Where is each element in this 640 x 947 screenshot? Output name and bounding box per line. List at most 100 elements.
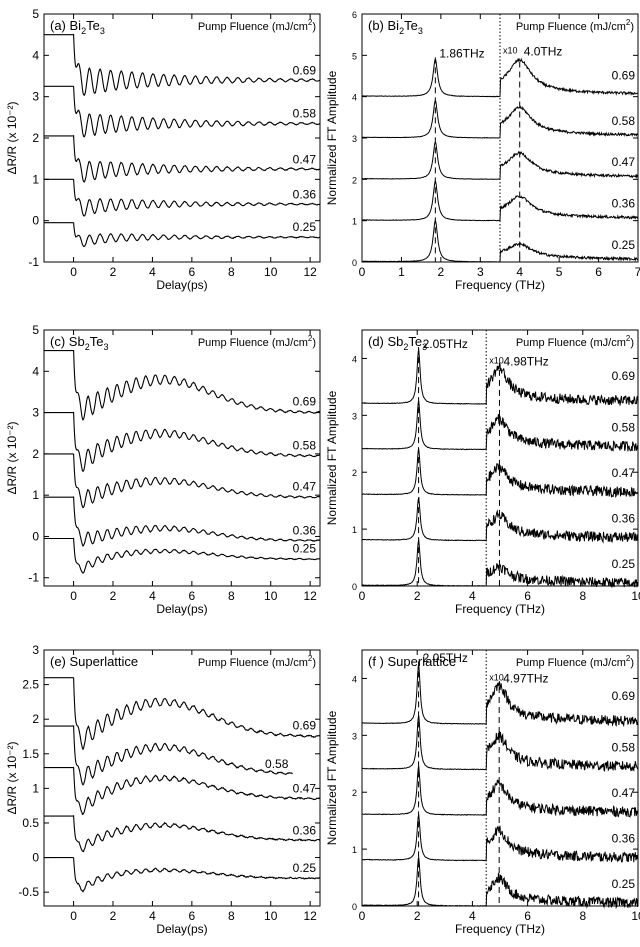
series-line (44, 766, 321, 815)
series-label: 0.47 (612, 155, 636, 169)
x-tick-label: 0 (359, 909, 366, 923)
series-line (44, 411, 320, 473)
x-tick-label: 12 (303, 589, 317, 603)
panel-material: Te (404, 18, 418, 33)
x-tick-label: 0 (70, 265, 77, 279)
series-line (44, 496, 320, 548)
x-tick-label: 4 (516, 265, 523, 279)
pump-fluence-text: Pump Fluence (mJ/cm (198, 657, 308, 669)
pump-fluence-close: ) (312, 337, 316, 349)
scale-label: x10 (503, 46, 518, 56)
y-tick-label: 1 (352, 217, 357, 227)
panel-d: 024681001234Frequency (THz)Normalized FT… (325, 329, 640, 616)
series-line (361, 663, 639, 728)
y-tick-label: -1 (28, 571, 39, 585)
y-tick-label: 6 (352, 10, 357, 20)
x-tick-label: 12 (303, 265, 317, 279)
series-label: 0.36 (293, 523, 317, 537)
pump-fluence-label: Pump Fluence (mJ/cm2) (516, 18, 634, 33)
y-tick-label: 0 (352, 902, 357, 912)
x-tick-label: 0 (70, 589, 77, 603)
x-tick-label: 6 (189, 265, 196, 279)
y-tick-label: 1.5 (22, 747, 39, 761)
y-tick-label: 1 (32, 172, 39, 186)
series-line (361, 765, 639, 818)
panel-title: (d) Sb2Te3 (368, 334, 427, 352)
panel-subscript: 2 (403, 342, 408, 352)
x-tick-label: 0 (359, 589, 366, 603)
panel-tag: (d) (368, 334, 388, 349)
peak2-label: 4.97THz (503, 672, 548, 686)
x-axis-label: Frequency (THz) (455, 278, 545, 292)
x-tick-label: 4 (149, 589, 156, 603)
y-tick-label: 2 (352, 175, 357, 185)
y-tick-label: 2 (32, 712, 39, 726)
panel-b: 0 1 2 3 4 5 6 7 0 1 2 3 4 5 6 Frequency (THz) Normalized… (325, 10, 640, 292)
plot-frame (43, 329, 321, 587)
panel-title: (a) Bi2Te3 (50, 18, 105, 36)
series-label: 0.25 (293, 861, 317, 875)
panel-material: Sb (69, 334, 85, 349)
panel-f: 024681001234Frequency (THz)Normalized FT… (325, 649, 640, 936)
y-tick-label: 3 (32, 643, 39, 657)
series-label: 0.47 (612, 466, 636, 480)
series-line (361, 179, 639, 222)
y-axis-label: Normalized FT Amplitude (325, 390, 339, 525)
series-line (361, 400, 639, 452)
x-tick-label: 4 (149, 909, 156, 923)
x-tick-label: 12 (303, 909, 317, 923)
y-tick-label: 0 (32, 851, 39, 865)
panel-material: Bi (70, 18, 82, 33)
x-tick-label: 8 (228, 909, 235, 923)
x-tick-label: 2 (414, 589, 421, 603)
peak2-label: 4.0THz (524, 45, 563, 59)
peak2-label: 4.98THz (503, 355, 548, 369)
series-line (361, 856, 639, 910)
pump-fluence-sup: 2 (626, 654, 631, 663)
series-label: 0.69 (612, 369, 636, 383)
x-tick-label: 10 (264, 909, 278, 923)
pump-fluence-label: Pump Fluence (mJ/cm2) (198, 18, 316, 33)
x-tick-label: 10 (264, 589, 278, 603)
series-label: 0.47 (293, 782, 317, 796)
y-tick-label: 4 (352, 93, 357, 103)
x-tick-label: 3 (477, 265, 484, 279)
series-line (44, 222, 320, 247)
series-line (44, 677, 320, 751)
series-line (44, 178, 320, 217)
series-line (361, 538, 639, 588)
y-tick-label: 2 (352, 468, 357, 478)
peak1-label: 2.05THz (423, 337, 468, 351)
x-tick-label: 2 (414, 909, 421, 923)
series-line (44, 350, 320, 421)
pump-fluence-label: Pump Fluence (mJ/cm2) (198, 334, 316, 349)
y-tick-label: 4 (352, 354, 357, 364)
y-tick-label: 0 (32, 214, 39, 228)
y-tick-label: -0.5 (18, 885, 39, 899)
y-tick-label: 1 (32, 488, 39, 502)
series-label: 0.58 (293, 107, 317, 121)
pump-fluence-close: ) (630, 657, 634, 669)
x-axis-label: Frequency (THz) (455, 922, 545, 936)
panel-subscript: 2 (81, 26, 86, 36)
x-tick-label: 6 (189, 589, 196, 603)
peak1-label: 2.05THz (423, 651, 468, 665)
y-tick-label: 1 (32, 781, 39, 795)
panel-title: (c) Sb2Te3 (50, 334, 108, 352)
x-tick-label: 10 (631, 589, 640, 603)
series-label: 0.69 (293, 63, 317, 77)
series-label: 0.25 (612, 877, 636, 891)
y-tick-label: 4 (32, 364, 39, 378)
peak1-label: 1.86THz (439, 46, 484, 60)
y-tick-label: 5 (32, 7, 39, 21)
x-tick-label: 1 (398, 265, 405, 279)
series-label: 0.47 (612, 786, 636, 800)
panel-tag: (f ) (368, 654, 388, 669)
x-tick-label: 0 (359, 265, 366, 279)
panel-title: (e) Superlattice (50, 654, 138, 669)
pump-fluence-text: Pump Fluence (mJ/cm (516, 21, 626, 33)
pump-fluence-label: Pump Fluence (mJ/cm2) (198, 654, 316, 669)
x-tick-label: 6 (595, 265, 602, 279)
pump-fluence-sup: 2 (626, 18, 631, 27)
